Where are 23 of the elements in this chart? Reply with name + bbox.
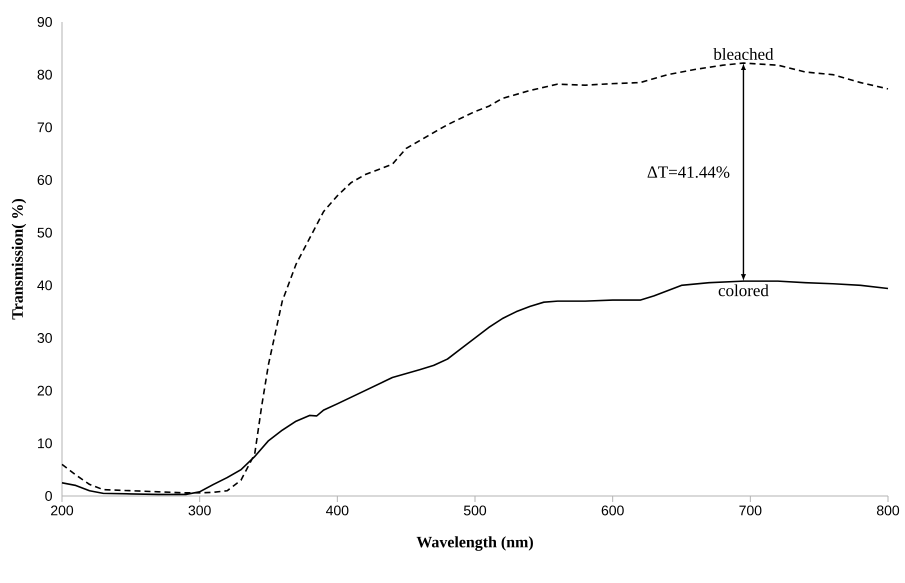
y-tick-label: 30: [37, 333, 52, 343]
x-tick-label: 500: [464, 506, 486, 516]
x-tick-label: 800: [876, 506, 900, 516]
y-tick-label: 80: [38, 70, 52, 80]
y-axis-title: Transmission( %): [12, 198, 26, 320]
x-tick-label: 200: [51, 506, 74, 516]
y-tick-label: 90: [38, 17, 52, 27]
x-tick-label: 700: [739, 506, 762, 516]
series-label: colored: [718, 284, 769, 296]
x-tick-label: 600: [602, 506, 624, 516]
y-tick-label: 60: [38, 175, 52, 185]
y-tick-label: 10: [38, 438, 52, 448]
x-tick-label: 300: [188, 506, 211, 516]
y-tick-label: 50: [38, 228, 52, 238]
series-label: bleached: [713, 48, 774, 60]
line-series: [61, 62, 889, 494]
x-tick-label: 400: [326, 506, 348, 516]
y-tick-label: 20: [38, 386, 52, 396]
annotation: ΔT=41.44%: [648, 166, 730, 178]
y-tick-label: 0: [45, 491, 52, 501]
x-axis-title: Wavelength (nm): [416, 536, 533, 551]
y-tick-label: 40: [37, 280, 52, 290]
y-tick-label: 70: [38, 122, 52, 132]
